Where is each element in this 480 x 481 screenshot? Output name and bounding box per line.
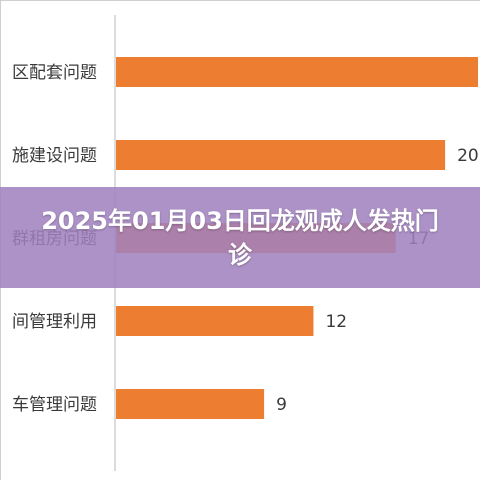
category-label: 车管理问题 bbox=[12, 395, 97, 415]
title-banner: 2025年01月03日回龙观成人发热门诊 bbox=[0, 187, 480, 288]
banner-title: 2025年01月03日回龙观成人发热门诊 bbox=[41, 206, 439, 269]
data-label: 12 bbox=[325, 312, 347, 332]
bar bbox=[116, 389, 265, 419]
bar bbox=[116, 57, 478, 87]
data-label: 9 bbox=[276, 395, 287, 415]
bar bbox=[116, 140, 446, 170]
data-label: 20 bbox=[457, 146, 479, 166]
category-label: 区配套问题 bbox=[12, 63, 97, 83]
category-label: 间管理利用 bbox=[12, 312, 97, 332]
bar bbox=[116, 306, 314, 336]
category-label: 施建设问题 bbox=[12, 146, 97, 166]
